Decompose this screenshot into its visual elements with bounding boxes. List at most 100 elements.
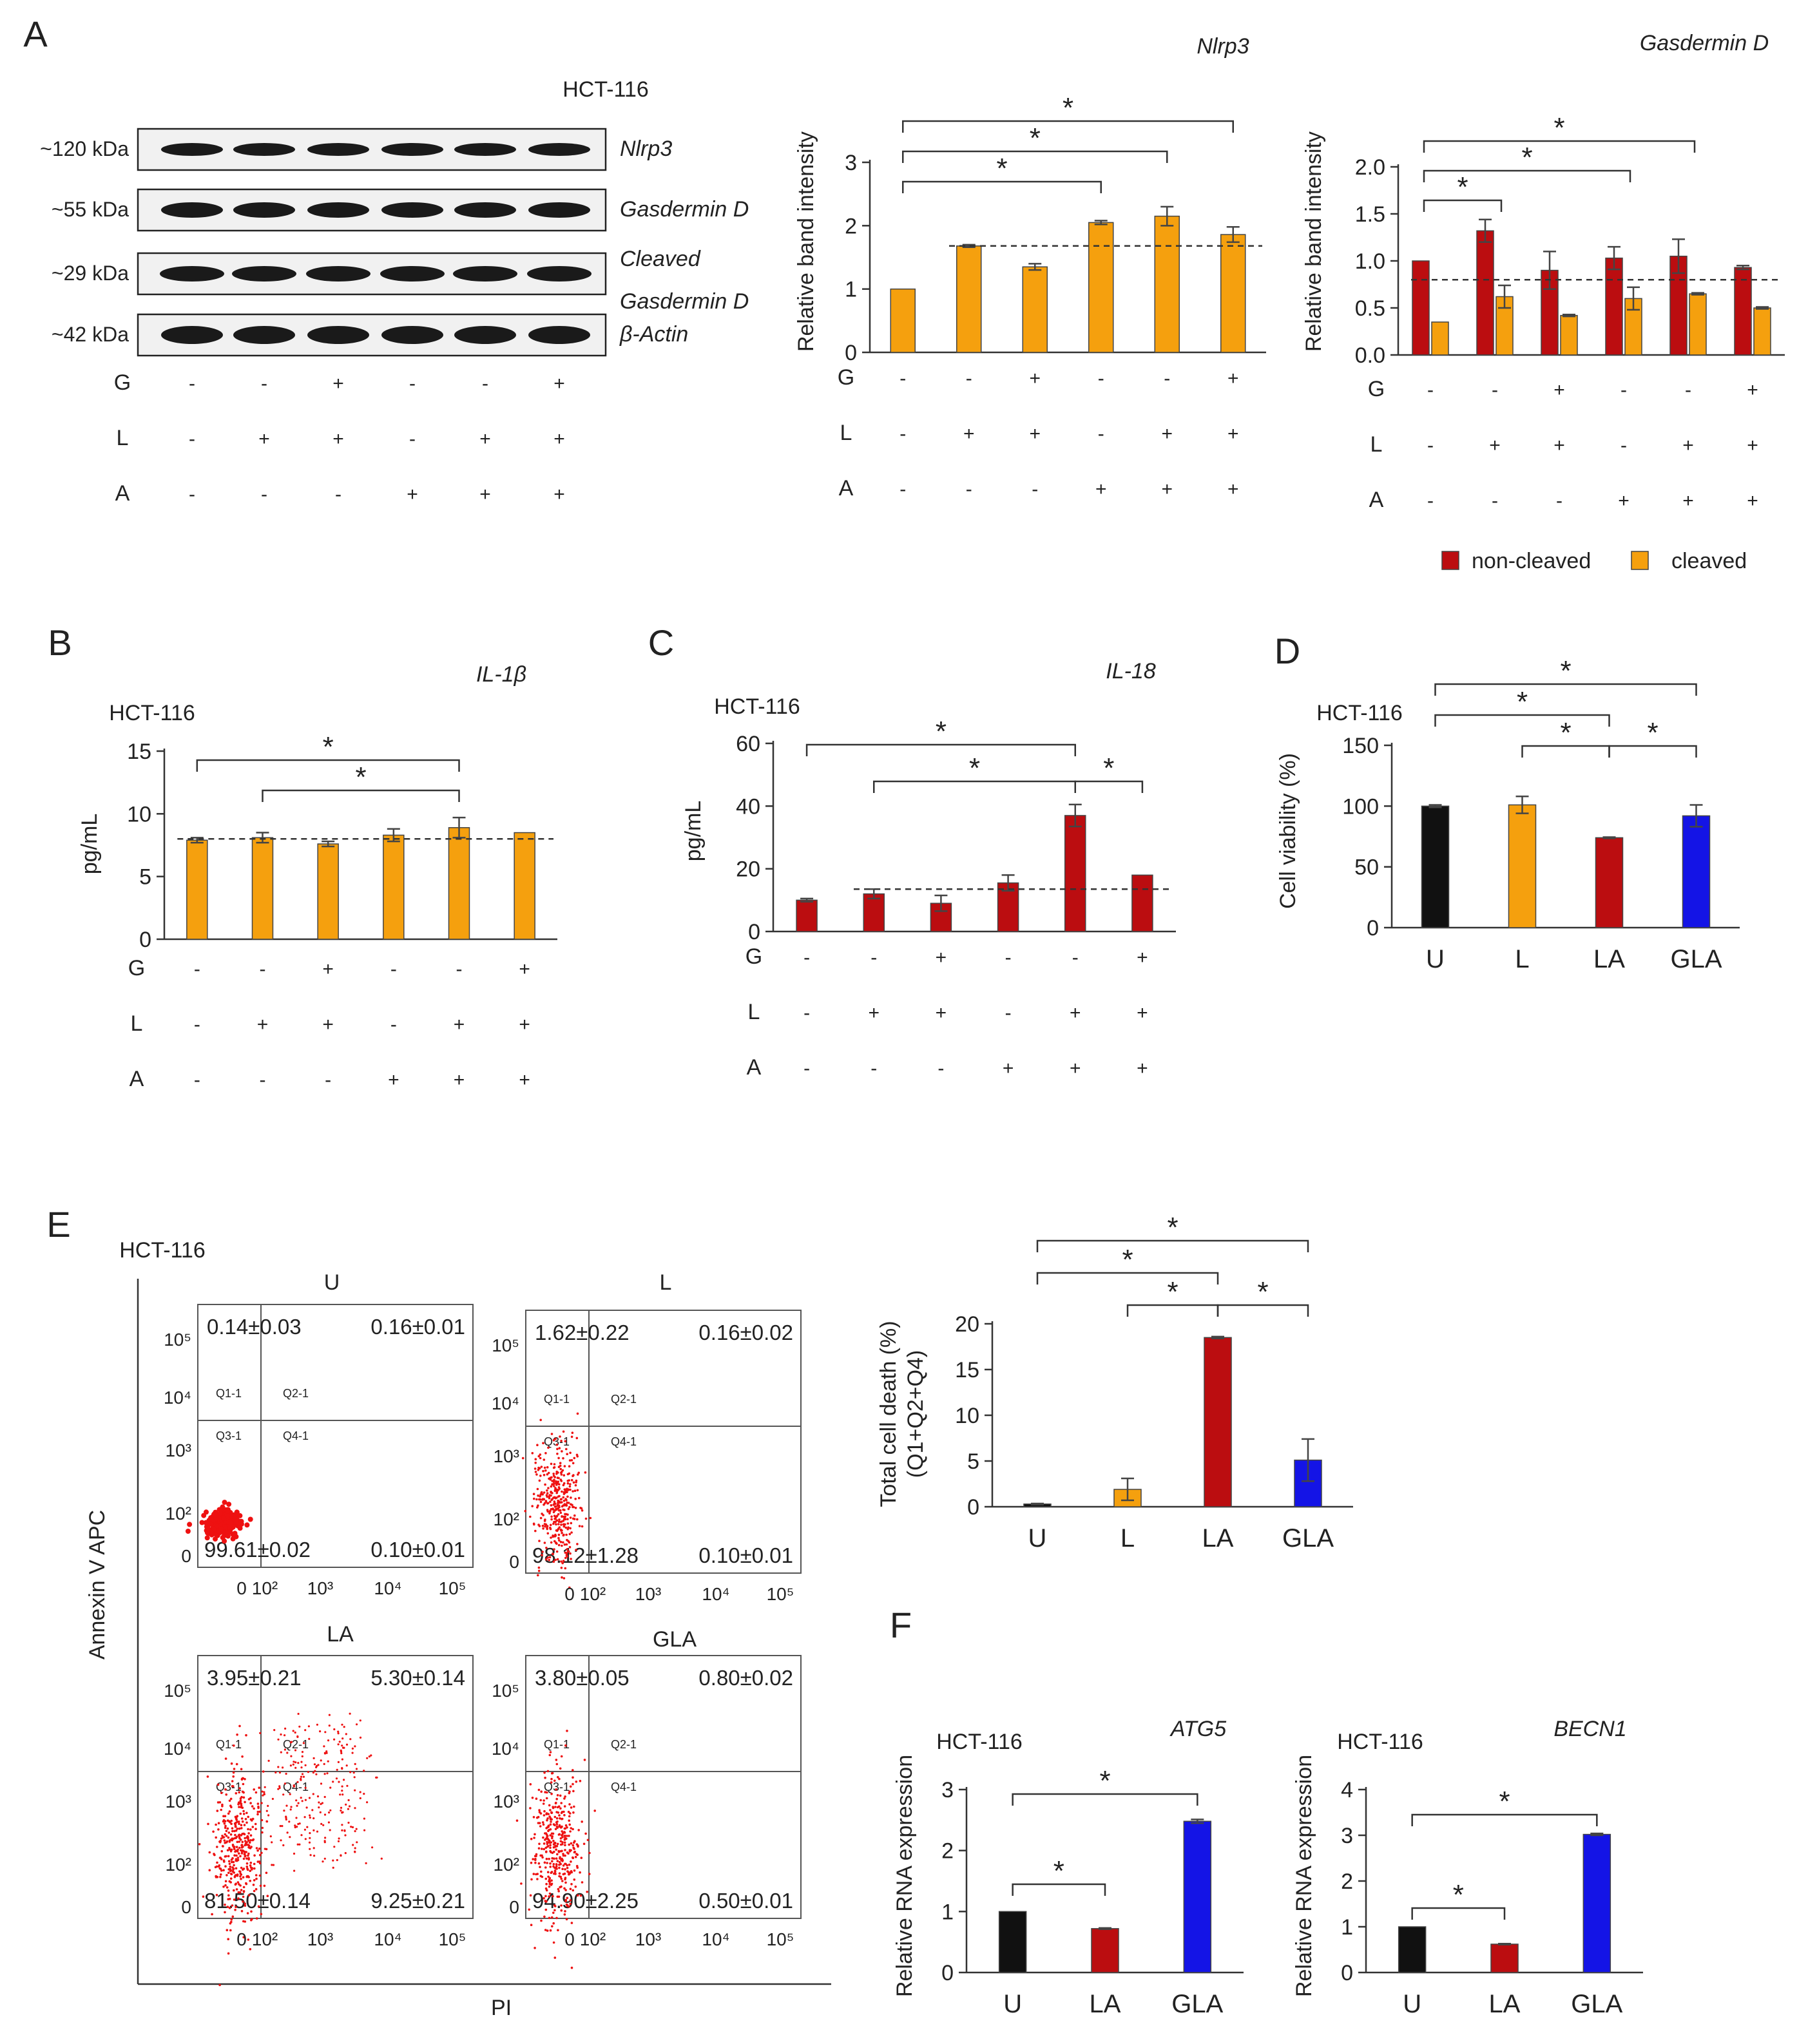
event-dot: [265, 1810, 268, 1812]
significance-bracket: [196, 759, 460, 772]
event-dot: [541, 1856, 544, 1859]
event-dot: [226, 1502, 232, 1507]
event-dot: [557, 1499, 559, 1502]
event-dot: [289, 1836, 291, 1839]
event-dot: [558, 1777, 561, 1781]
event-dot: [332, 1859, 334, 1862]
treatment-sign: +: [1227, 368, 1239, 389]
event-dot: [544, 1469, 547, 1472]
event-dot: [224, 1904, 226, 1906]
event-dot: [345, 1733, 347, 1735]
gate-label: Q4-1: [283, 1429, 309, 1442]
event-dot: [244, 1902, 247, 1905]
event-dot: [252, 1838, 255, 1841]
event-dot: [537, 1566, 541, 1569]
event-dot: [577, 1829, 580, 1831]
event-dot: [575, 1437, 579, 1440]
event-dot: [351, 1826, 354, 1829]
significance-bracket: [1036, 1239, 1309, 1252]
event-dot: [566, 1453, 568, 1455]
event-dot: [546, 1770, 550, 1773]
event-dot: [323, 1773, 326, 1775]
flow-plot-frame: [197, 1655, 474, 1919]
treatment-sign: +: [332, 373, 344, 394]
event-dot: [543, 1466, 546, 1469]
quadrant-q4-value: 0.10±0.01: [370, 1538, 465, 1562]
significance-star: *: [1167, 1276, 1178, 1308]
event-dot: [201, 1513, 207, 1518]
event-dot: [226, 1906, 229, 1908]
event-dot: [327, 1739, 330, 1742]
event-dot: [216, 1801, 220, 1804]
flow-y-tick: 10³: [166, 1440, 191, 1460]
event-dot: [323, 1795, 326, 1799]
event-dot: [560, 1826, 563, 1829]
event-cloud: [198, 1712, 383, 1987]
event-dot: [337, 1761, 340, 1763]
event-dot: [235, 1854, 238, 1857]
event-dot: [317, 1764, 320, 1766]
event-dot: [227, 1938, 230, 1940]
gate-label: Q4-1: [283, 1781, 309, 1793]
event-dot: [563, 1482, 566, 1485]
event-dot: [533, 1837, 535, 1839]
event-dot: [562, 1484, 565, 1487]
event-dot: [556, 1504, 559, 1507]
y-tick-label: 1: [941, 1900, 954, 1924]
event-dot: [566, 1896, 569, 1900]
event-dot: [243, 1824, 246, 1826]
event-dot: [296, 1735, 299, 1738]
event-dot: [553, 1476, 556, 1478]
y-tick-label: 0: [845, 341, 857, 365]
event-dot: [244, 1855, 247, 1857]
event-dot: [569, 1902, 572, 1906]
treatment-name: A: [1369, 488, 1384, 512]
treatment-sign: +: [1137, 1002, 1148, 1024]
event-dot: [300, 1777, 302, 1781]
bar: [186, 839, 208, 940]
protein-band: [527, 266, 591, 282]
event-dot: [557, 1523, 560, 1525]
event-dot: [239, 1855, 242, 1858]
event-dot: [554, 1533, 557, 1536]
kda-label: ~42 kDa: [52, 323, 129, 346]
event-dot: [546, 1489, 548, 1492]
event-dot: [263, 1791, 265, 1793]
treatment-sign: -: [938, 1058, 944, 1079]
treatment-sign: -: [325, 1069, 331, 1091]
event-dot: [549, 1929, 552, 1932]
event-dot: [539, 1825, 542, 1828]
event-dot: [545, 1797, 548, 1800]
event-dot: [213, 1513, 218, 1518]
event-dot: [557, 1929, 559, 1932]
event-dot: [524, 1509, 527, 1513]
event-dot: [313, 1763, 316, 1766]
event-dot: [543, 1810, 546, 1813]
y-axis-label: Relative RNA expression: [1292, 1755, 1316, 1997]
treatment-sign: +: [1070, 1058, 1081, 1079]
gate-label: Q2-1: [283, 1387, 309, 1400]
event-dot: [251, 1826, 255, 1828]
event-dot: [573, 1457, 576, 1460]
event-dot: [300, 1834, 303, 1837]
event-dot: [564, 1898, 568, 1902]
event-dot: [255, 1917, 258, 1920]
treatment-sign: +: [1489, 435, 1501, 456]
significance-bracket: [1217, 1304, 1309, 1317]
event-dot: [546, 1840, 548, 1844]
category-label: GLA: [1171, 1990, 1223, 2018]
event-dot: [555, 1759, 558, 1761]
event-dot: [563, 1805, 566, 1808]
treatment-sign: -: [1427, 379, 1434, 401]
event-dot: [568, 1815, 571, 1818]
event-dot: [549, 1844, 552, 1847]
bar: [998, 1911, 1027, 1973]
event-dot: [304, 1786, 307, 1789]
event-dot: [538, 1467, 541, 1470]
event-dot: [564, 1844, 566, 1847]
treatment-name: A: [130, 1067, 144, 1091]
event-dot: [593, 1810, 596, 1812]
